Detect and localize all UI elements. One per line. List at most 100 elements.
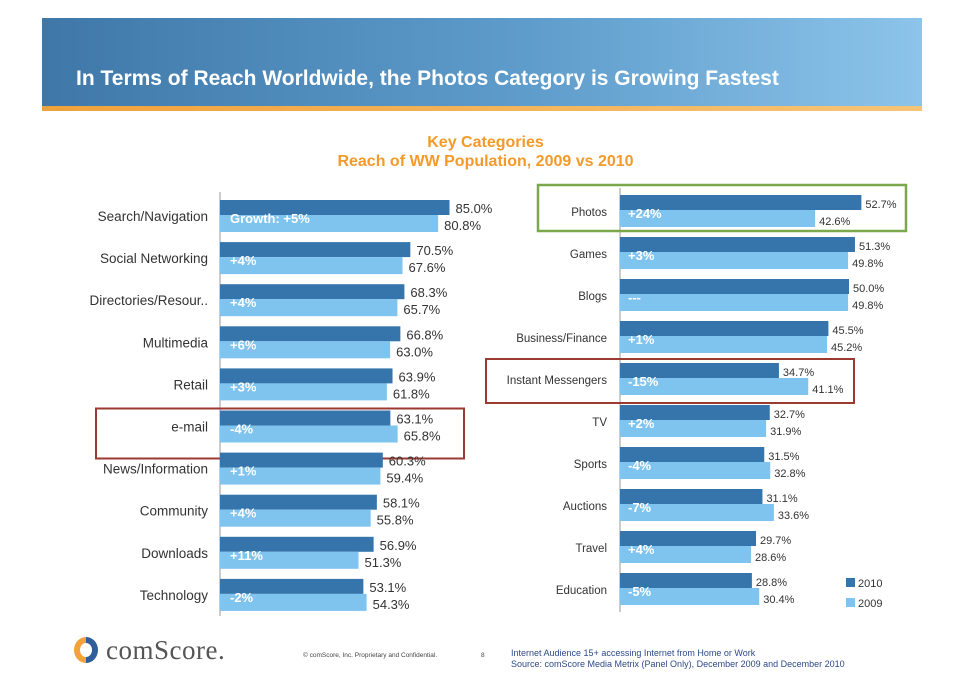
bar-2009	[620, 420, 767, 437]
bar-2010	[220, 494, 377, 510]
category-label: Photos	[571, 207, 607, 219]
value-label-2010: 31.5%	[768, 451, 799, 463]
bar-2010	[220, 452, 383, 468]
source-note: Internet Audience 15+ accessing Internet…	[511, 648, 845, 670]
value-label-2010: 45.5%	[832, 325, 863, 337]
category-label: e-mail	[171, 420, 208, 435]
bar-2010	[620, 321, 829, 336]
growth-label: ---	[628, 290, 641, 305]
bar-2010	[220, 368, 393, 384]
value-label-2010: 50.0%	[853, 283, 884, 295]
growth-label: -7%	[628, 500, 652, 515]
bar-2010	[620, 447, 765, 462]
category-label: Travel	[575, 543, 607, 555]
growth-label: +4%	[230, 506, 257, 521]
growth-label: +24%	[628, 206, 662, 221]
bar-2009	[620, 504, 774, 521]
bar-2009	[620, 336, 828, 353]
value-label-2009: 65.8%	[404, 429, 441, 444]
value-label-2009: 45.2%	[831, 342, 862, 354]
value-label-2010: 63.9%	[399, 369, 436, 384]
bar-2009	[620, 378, 809, 395]
highlight-box-green	[536, 183, 908, 233]
value-label-2009: 31.9%	[770, 426, 801, 438]
value-label-2010: 31.1%	[766, 493, 797, 505]
value-label-2009: 80.8%	[444, 218, 481, 233]
bar-2009	[220, 215, 439, 232]
value-label-2010: 52.7%	[865, 199, 896, 211]
value-label-2010: 53.1%	[369, 580, 406, 595]
value-label-2009: 61.8%	[393, 386, 430, 401]
bar-2009	[220, 299, 398, 317]
value-label-2009: 55.8%	[377, 513, 414, 528]
bar-2010	[220, 284, 405, 300]
growth-label: -4%	[628, 458, 652, 473]
category-label: Downloads	[141, 546, 208, 561]
bar-2010	[220, 242, 411, 258]
bar-2010	[620, 279, 849, 294]
bar-2010	[220, 578, 364, 594]
category-label: Social Networking	[100, 251, 208, 266]
bar-2009	[620, 252, 849, 269]
bar-2009	[620, 462, 771, 479]
bar-2010	[620, 405, 770, 420]
category-label: TV	[592, 417, 607, 429]
growth-label: -2%	[230, 590, 254, 605]
bar-2009	[620, 210, 816, 227]
value-label-2010: 32.7%	[774, 409, 805, 421]
category-label: Retail	[173, 377, 208, 392]
bar-2010	[620, 531, 757, 546]
category-label: Search/Navigation	[98, 209, 208, 224]
copyright-notice: © comScore, Inc. Proprietary and Confide…	[303, 652, 438, 659]
comscore-logo: comScore.	[72, 633, 225, 667]
legend-swatch-2010	[846, 578, 855, 587]
bar-2009	[620, 294, 849, 311]
bar-2010	[620, 237, 855, 252]
category-label: Games	[570, 249, 607, 261]
bar-2010	[220, 200, 450, 215]
growth-label: -4%	[230, 422, 254, 437]
growth-label: -15%	[628, 374, 659, 389]
value-label-2010: 66.8%	[406, 327, 443, 342]
source-line-2: Source: comScore Media Metrix (Panel Onl…	[511, 659, 845, 669]
category-label: News/Information	[103, 462, 208, 477]
category-label: Auctions	[563, 501, 607, 513]
category-label: Blogs	[578, 291, 607, 303]
growth-label: +4%	[230, 295, 257, 310]
growth-label: +4%	[628, 542, 655, 557]
bar-2010	[220, 410, 391, 426]
value-label-2009: 42.6%	[819, 216, 850, 228]
value-label-2010: 60.3%	[389, 454, 426, 469]
bar-2009	[220, 467, 381, 485]
category-label: Sports	[574, 459, 607, 471]
bar-2009	[620, 546, 751, 563]
value-label-2009: 28.6%	[755, 552, 786, 564]
value-label-2009: 30.4%	[763, 594, 794, 606]
bar-2009	[220, 341, 391, 359]
category-label: Technology	[140, 588, 209, 603]
value-label-2010: 68.3%	[410, 285, 447, 300]
category-label: Instant Messengers	[507, 375, 608, 387]
bar-2009	[220, 425, 398, 443]
header-banner	[42, 18, 922, 106]
value-label-2010: 58.1%	[383, 496, 420, 511]
bar-2010	[620, 489, 763, 504]
value-label-2010: 70.5%	[416, 243, 453, 258]
comscore-logo-icon	[72, 635, 98, 665]
source-line-1: Internet Audience 15+ accessing Internet…	[511, 648, 756, 658]
page-number: 8	[481, 652, 485, 659]
header-accent-stripe	[42, 106, 922, 111]
value-label-2010: 29.7%	[760, 535, 791, 547]
growth-label: +3%	[230, 379, 257, 394]
category-label: Community	[140, 504, 209, 519]
growth-label: +4%	[230, 253, 257, 268]
value-label-2010: 85.0%	[456, 201, 493, 216]
growth-label: +6%	[230, 337, 257, 352]
bar-2009	[220, 509, 371, 527]
growth-label: +2%	[628, 416, 655, 431]
value-label-2010: 51.3%	[859, 241, 890, 253]
value-label-2009: 67.6%	[409, 260, 446, 275]
value-label-2010: 28.8%	[756, 577, 787, 589]
bar-2009	[220, 383, 387, 401]
logo-wordmark: comScore.	[106, 634, 226, 665]
